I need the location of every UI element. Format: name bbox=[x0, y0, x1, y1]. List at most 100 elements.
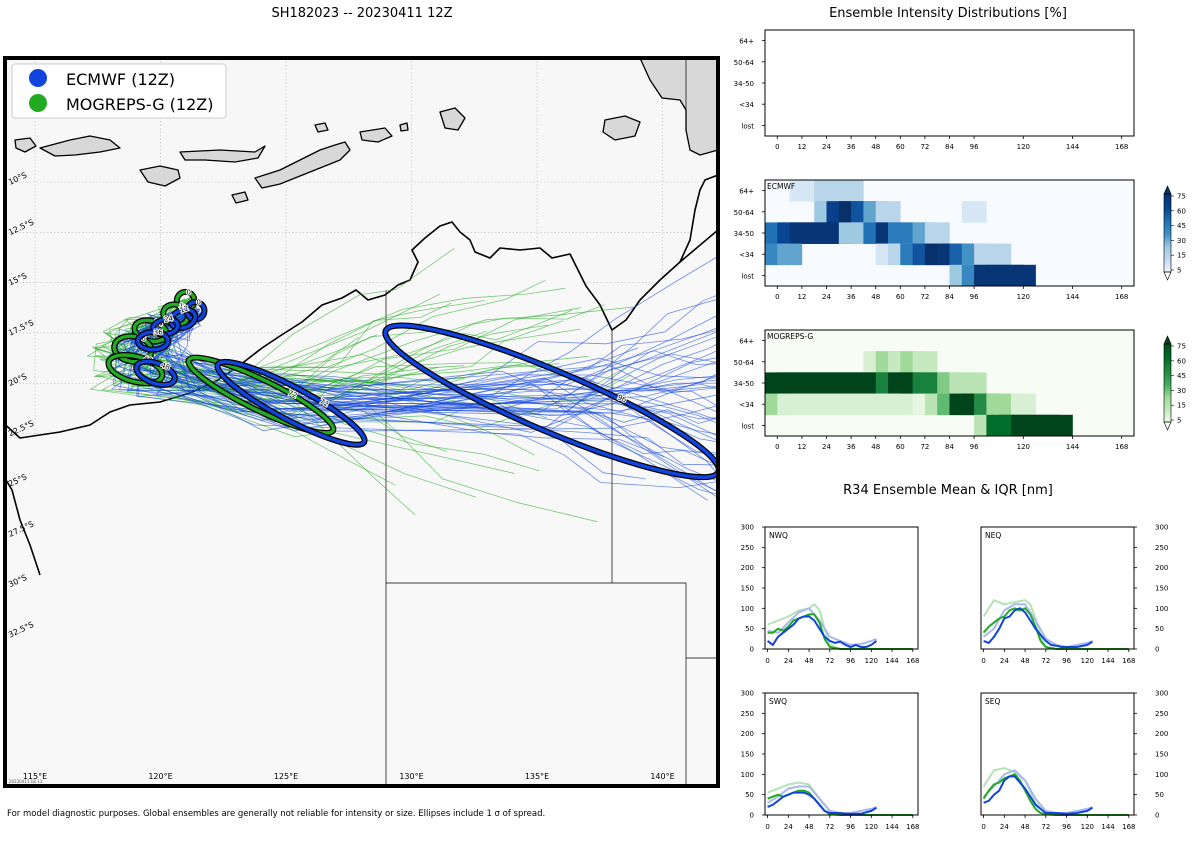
r34-y-label: 250 bbox=[1155, 544, 1168, 552]
intensity-row-label: <34 bbox=[739, 251, 754, 259]
state-borders bbox=[385, 58, 718, 786]
panel-label: ECMWF bbox=[767, 182, 795, 191]
map-legend[interactable]: ECMWF (12Z) MOGREPS-G (12Z) bbox=[11, 63, 227, 119]
colorbar-tick-label: 75 bbox=[1177, 193, 1186, 201]
intensity-x-label: 12 bbox=[797, 143, 806, 151]
r34-y-label: 200 bbox=[1155, 730, 1168, 738]
colorbar-tick-label: 75 bbox=[1177, 343, 1186, 351]
intensity-x-label: 72 bbox=[920, 143, 929, 151]
intensity-x-label: 0 bbox=[775, 443, 779, 451]
colorbar-segment bbox=[1164, 357, 1171, 360]
heatmap-cell bbox=[1047, 414, 1073, 437]
r34-x-label: 144 bbox=[1101, 823, 1115, 831]
intensity-row-label: 34-50 bbox=[734, 230, 754, 238]
track-line bbox=[134, 310, 718, 454]
colorbar-segment bbox=[1164, 248, 1171, 252]
r34-panel-neq: NEQ 0 50 100 150 200 250 300 0 24 48 72 96 120 144 168 bbox=[980, 524, 1168, 665]
r34-x-label: 168 bbox=[1122, 823, 1135, 831]
colorbar-segment bbox=[1164, 201, 1171, 205]
colorbar-segment bbox=[1164, 354, 1171, 358]
intensity-x-label: 60 bbox=[896, 293, 905, 301]
intensity-x-label: 96 bbox=[970, 443, 979, 451]
heatmap-cell bbox=[924, 222, 950, 244]
ellipse-hour-label: 0 bbox=[186, 288, 190, 296]
intensity-x-label: 72 bbox=[920, 293, 929, 301]
intensity-x-label: 120 bbox=[1017, 143, 1030, 151]
intensity-x-label: 168 bbox=[1115, 143, 1128, 151]
colorbar-segment bbox=[1164, 235, 1171, 239]
intensity-x-label: 168 bbox=[1115, 293, 1128, 301]
colorbar-segment bbox=[1164, 416, 1171, 420]
mogreps-iqr-line bbox=[982, 598, 1057, 650]
intensity-x-label: 144 bbox=[1066, 293, 1080, 301]
intensity-x-label: 96 bbox=[970, 143, 979, 151]
colorbar-segment bbox=[1164, 419, 1171, 423]
colorbar-tick-label: 60 bbox=[1177, 207, 1186, 215]
ecmwf-iqr-line bbox=[767, 607, 877, 646]
colorbar-segment bbox=[1164, 212, 1171, 216]
r34-x-label: 0 bbox=[981, 657, 985, 665]
r34-x-label: 144 bbox=[885, 657, 899, 665]
r34-x-label: 120 bbox=[1081, 657, 1094, 665]
legend-mogreps-marker bbox=[29, 94, 47, 112]
r34-quadrant-label: SWQ bbox=[769, 697, 787, 706]
r34-x-label: 48 bbox=[1021, 657, 1030, 665]
colorbar-segment bbox=[1164, 406, 1171, 410]
colorbar-segment bbox=[1164, 269, 1171, 273]
colorbar-segment bbox=[1164, 375, 1171, 379]
colorbar-frame bbox=[1163, 343, 1172, 423]
colorbar-segment bbox=[1164, 364, 1171, 368]
ellipse-ring bbox=[169, 307, 198, 330]
heatmap-cell bbox=[814, 180, 840, 202]
r34-panel-seq: SEQ 0 50 100 150 200 250 300 0 24 48 72 96 120 144 168 bbox=[980, 690, 1168, 831]
r34-x-label: 72 bbox=[825, 823, 834, 831]
colorbar-segment bbox=[1164, 196, 1171, 200]
r34-x-label: 72 bbox=[825, 657, 834, 665]
colorbar-extend-top bbox=[1163, 335, 1172, 345]
ellipse-ring bbox=[134, 359, 177, 387]
intensity-x-label: 84 bbox=[945, 443, 954, 451]
colorbar-segment bbox=[1164, 393, 1171, 397]
ecmwf-ellipse-48: 48 bbox=[133, 358, 178, 388]
colorbar-segment bbox=[1164, 396, 1171, 399]
r34-y-label: 150 bbox=[741, 585, 754, 593]
island-aru bbox=[602, 115, 641, 141]
map-footnote: For model diagnostic purposes. Global en… bbox=[7, 809, 545, 819]
ecmwf-ellipse-12: 12 bbox=[167, 303, 199, 332]
r34-x-label: 48 bbox=[805, 823, 814, 831]
r34-y-label: 250 bbox=[741, 710, 754, 718]
intensity-panel-mogreps-g: 64+ 50-64 34-50 <34 lost 0 12 24 36 48 60 72 84 96 120… bbox=[734, 329, 1186, 451]
ellipse-ring bbox=[106, 353, 165, 385]
r34-background bbox=[981, 527, 1134, 649]
r34-y-label: 100 bbox=[1155, 605, 1168, 613]
colorbar-segment bbox=[1164, 209, 1171, 213]
heatmap-cell bbox=[875, 201, 901, 223]
r34-y-label: 0 bbox=[1155, 812, 1159, 820]
intensity-row-label: 50-64 bbox=[734, 209, 755, 217]
colorbar-segment bbox=[1164, 259, 1171, 262]
intensity-x-label: 120 bbox=[1017, 443, 1030, 451]
intensity-row-label: <34 bbox=[739, 401, 754, 409]
legend-mogreps-label: MOGREPS-G (12Z) bbox=[66, 95, 213, 114]
colorbar-segment bbox=[1164, 253, 1171, 257]
r34-x-label: 0 bbox=[981, 823, 985, 831]
colorbar-segment bbox=[1164, 199, 1171, 203]
intensity-row-label: 64+ bbox=[739, 38, 754, 46]
r34-panel-nwq: NWQ 0 50 100 150 200 250 300 0 24 48 72 96 120 144 168 bbox=[741, 524, 920, 666]
heatmap-cell bbox=[838, 180, 864, 202]
colorbar-segment bbox=[1164, 401, 1171, 405]
intensity-row-label: <34 bbox=[739, 101, 754, 109]
colorbar-segment bbox=[1164, 372, 1171, 376]
intensity-row-label: 50-64 bbox=[734, 59, 755, 67]
mogreps-iqr-line bbox=[767, 602, 841, 650]
r34-x-label: 0 bbox=[765, 657, 769, 665]
colorbar-segment bbox=[1164, 349, 1171, 353]
colorbar: 75 60 45 30 15 5 bbox=[1163, 335, 1186, 431]
heatmap-cell bbox=[777, 243, 803, 266]
r34-y-label: 200 bbox=[1155, 564, 1168, 572]
lon-tick-label: 125°E bbox=[274, 772, 298, 781]
intensity-x-label: 120 bbox=[1017, 293, 1030, 301]
r34-y-label: 300 bbox=[1155, 524, 1168, 532]
heatmap-background bbox=[765, 30, 1134, 136]
